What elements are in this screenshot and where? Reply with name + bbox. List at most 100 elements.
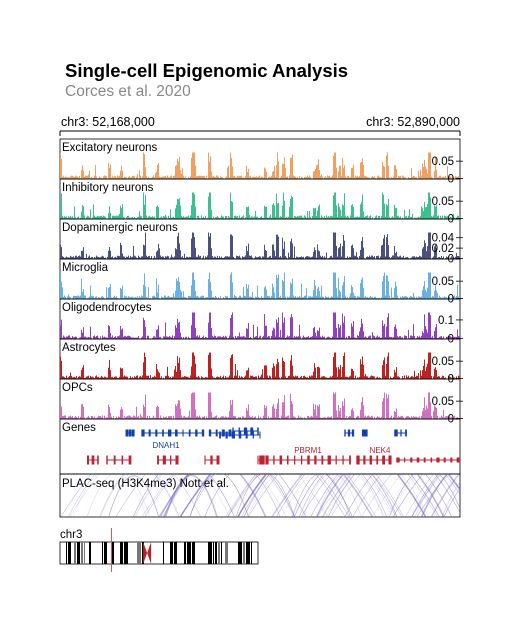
- signal-bar: [326, 337, 327, 339]
- signal-bar: [99, 216, 100, 219]
- signal-bar: [63, 217, 64, 219]
- signal-bar: [158, 284, 159, 299]
- signal-bar: [232, 354, 233, 379]
- plac-arc: [132, 474, 235, 517]
- signal-bar: [172, 217, 173, 219]
- signal-bar: [352, 408, 353, 419]
- signal-bar: [304, 215, 305, 219]
- signal-bar: [252, 177, 253, 179]
- signal-bar: [88, 256, 89, 259]
- signal-bar: [137, 296, 138, 299]
- signal-bar: [443, 375, 444, 379]
- signal-bar: [181, 415, 182, 419]
- signal-bar: [126, 295, 127, 299]
- signal-bar: [81, 250, 82, 259]
- signal-bar: [64, 295, 65, 299]
- signal-bar: [289, 175, 290, 179]
- signal-bar: [434, 170, 435, 179]
- signal-bar: [382, 192, 383, 219]
- signal-bar: [121, 368, 122, 379]
- signal-bar: [359, 176, 360, 179]
- signal-bar: [318, 366, 319, 379]
- signal-bar: [171, 175, 172, 179]
- signal-bar: [442, 176, 443, 179]
- signal-bar: [195, 327, 196, 339]
- signal-bar: [386, 204, 387, 219]
- track-signal: [60, 272, 460, 299]
- signal-bar: [248, 323, 249, 339]
- signal-bar: [170, 376, 171, 379]
- signal-bar: [268, 257, 269, 259]
- signal-bar: [292, 278, 293, 299]
- plac-arc: [189, 474, 281, 517]
- signal-bar: [160, 217, 161, 219]
- signal-bar: [329, 175, 330, 179]
- signal-bar: [332, 296, 333, 299]
- signal-bar: [115, 376, 116, 379]
- signal-bar: [244, 295, 245, 299]
- signal-bar: [278, 202, 279, 219]
- signal-bar: [301, 256, 302, 259]
- signal-bar: [446, 336, 447, 339]
- signal-bar: [341, 337, 342, 339]
- signal-bar: [339, 206, 340, 219]
- signal-bar: [336, 327, 337, 339]
- signal-bar: [367, 177, 368, 179]
- signal-bar: [203, 335, 204, 339]
- signal-bar: [180, 250, 181, 259]
- signal-bar: [382, 281, 383, 299]
- signal-bar: [431, 216, 432, 219]
- signal-bar: [221, 177, 222, 179]
- signal-bar: [205, 297, 206, 299]
- signal-bar: [348, 377, 349, 379]
- signal-bar: [443, 176, 444, 179]
- signal-bar: [449, 415, 450, 419]
- signal-bar: [240, 336, 241, 339]
- gene-exon: [423, 457, 426, 463]
- signal-bar: [176, 327, 177, 339]
- signal-bar: [157, 369, 158, 379]
- signal-bar: [167, 255, 168, 259]
- signal-bar: [298, 415, 299, 419]
- signal-bar: [81, 404, 82, 419]
- signal-bar: [323, 417, 324, 419]
- signal-bar: [420, 370, 421, 379]
- signal-bar: [345, 257, 346, 259]
- signal-bar: [369, 216, 370, 219]
- signal-bar: [340, 408, 341, 419]
- track-frame: [59, 473, 461, 518]
- y-tick-label: 0: [448, 334, 454, 346]
- signal-bar: [179, 198, 180, 219]
- signal-bar: [239, 417, 240, 419]
- signal-bar: [347, 176, 348, 179]
- signal-bar: [86, 376, 87, 379]
- signal-bar: [417, 257, 418, 259]
- signal-bar: [234, 215, 235, 219]
- signal-bar: [450, 376, 451, 379]
- signal-bar: [136, 337, 137, 339]
- signal-bar: [403, 176, 404, 179]
- signal-bar: [445, 377, 446, 379]
- signal-bar: [307, 416, 308, 419]
- signal-bar: [300, 256, 301, 259]
- signal-bar: [319, 204, 320, 219]
- signal-bar: [211, 368, 212, 379]
- signal-bar: [301, 176, 302, 179]
- signal-bar: [199, 297, 200, 299]
- signal-bar: [84, 377, 85, 379]
- track-label: Excitatory neurons: [62, 142, 157, 154]
- signal-bar: [452, 417, 453, 419]
- signal-bar: [420, 216, 421, 219]
- track-signal: [60, 312, 460, 339]
- signal-bar: [455, 175, 456, 179]
- signal-bar: [265, 286, 266, 299]
- signal-bar: [411, 257, 412, 259]
- ideogram-band: [170, 542, 173, 564]
- signal-bar: [399, 217, 400, 219]
- signal-bar: [165, 322, 166, 339]
- signal-bar: [308, 415, 309, 419]
- signal-bar: [370, 215, 371, 219]
- signal-bar: [406, 296, 407, 299]
- signal-bar: [215, 177, 216, 179]
